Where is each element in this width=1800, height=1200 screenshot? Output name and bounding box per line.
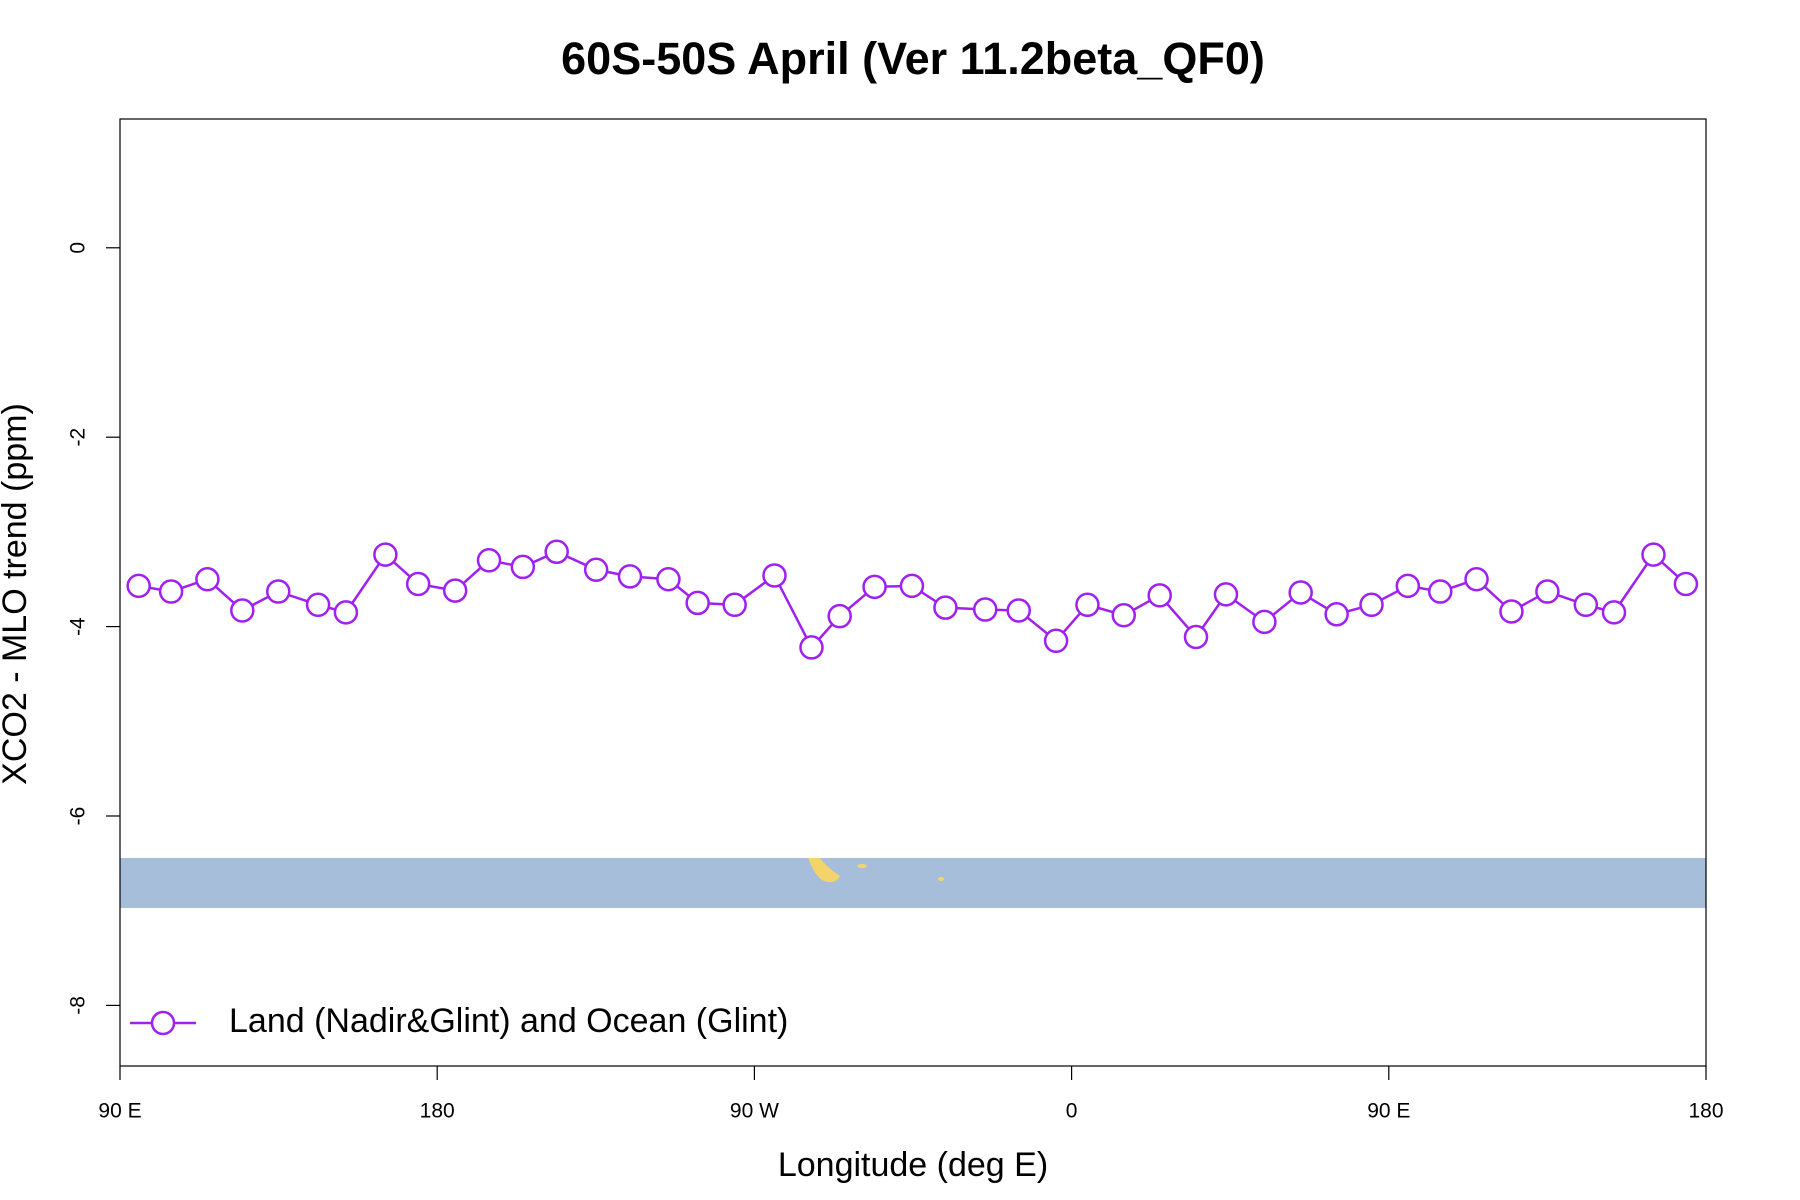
point [1006,598,1031,623]
map-strip [120,858,1706,908]
point [126,573,151,599]
x-tick-label: 90 E [98,1100,141,1123]
point [476,548,502,573]
point [1673,571,1699,597]
map-land [857,864,867,868]
y-tick-label: -6 [67,807,90,826]
point [1535,579,1560,604]
point [1288,580,1313,605]
point [973,597,998,622]
series-line [138,550,1687,650]
point [1324,602,1349,627]
point [1359,592,1384,618]
map-land [808,858,840,883]
point [373,542,398,567]
legend-marker [150,1010,176,1036]
point [685,590,710,616]
x-axis-label: Longitude (deg E) [778,1146,1048,1184]
point [333,600,359,625]
point [1213,582,1239,607]
point [1641,542,1666,567]
point [305,592,331,618]
point [933,595,958,620]
point [1183,624,1209,650]
point [405,571,431,597]
y-axis-label: XCO2 - MLO trend (ppm) [0,403,34,785]
point [1111,602,1137,628]
point [1043,628,1069,654]
map-land [938,877,944,881]
x-tick-label: 180 [420,1100,455,1123]
point [442,578,468,603]
point [722,592,747,618]
point [1499,599,1524,624]
point [583,557,609,583]
x-tick-label: 90 E [1367,1100,1410,1123]
plot-frame [119,118,1707,1067]
legend-label: Land (Nadir&Glint) and Ocean (Glint) [229,1002,788,1040]
point [158,579,184,604]
point [762,563,787,588]
point [230,598,255,623]
y-tick-label: -2 [67,428,90,447]
point [1573,592,1599,618]
point [1464,566,1489,592]
point [617,564,643,589]
point [265,579,291,604]
point [862,574,887,600]
point [1428,579,1453,604]
map-ocean [120,858,1706,908]
point [827,603,852,629]
point [1252,609,1277,635]
point [1147,583,1172,608]
chart-title: 60S-50S April (Ver 11.2beta_QF0) [561,33,1265,84]
x-tick-label: 0 [1066,1100,1078,1123]
x-tick-label: 90 W [730,1100,779,1123]
y-tick-label: -8 [67,996,90,1015]
point [195,566,220,592]
point [899,573,925,599]
point [510,554,536,580]
point [656,566,681,592]
point [544,539,569,565]
y-tick-label: -4 [67,617,90,636]
point [1395,573,1421,599]
point [799,635,824,660]
x-tick-label: 180 [1688,1100,1723,1123]
y-tick-label: 0 [67,242,90,254]
point [1601,600,1627,625]
point [1075,592,1100,618]
